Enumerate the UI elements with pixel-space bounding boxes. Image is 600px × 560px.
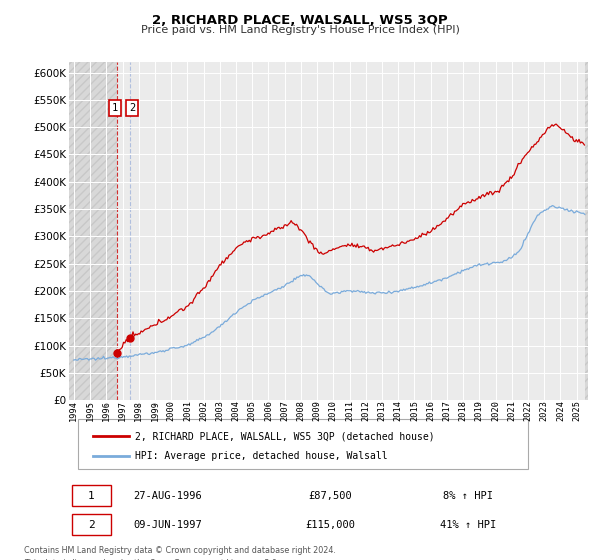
Text: 1999: 1999 — [151, 400, 160, 421]
Text: 2006: 2006 — [264, 400, 273, 421]
Text: Price paid vs. HM Land Registry's House Price Index (HPI): Price paid vs. HM Land Registry's House … — [140, 25, 460, 35]
Text: 2019: 2019 — [475, 400, 484, 421]
FancyBboxPatch shape — [72, 486, 111, 506]
Text: 1995: 1995 — [86, 400, 95, 421]
Text: 2003: 2003 — [215, 400, 224, 421]
Text: 09-JUN-1997: 09-JUN-1997 — [134, 520, 202, 530]
Text: 1: 1 — [112, 103, 118, 113]
Text: 2, RICHARD PLACE, WALSALL, WS5 3QP (detached house): 2, RICHARD PLACE, WALSALL, WS5 3QP (deta… — [135, 431, 434, 441]
Text: 2020: 2020 — [491, 400, 500, 421]
Bar — [585, 62, 588, 400]
Text: 2: 2 — [129, 103, 135, 113]
Text: 2014: 2014 — [394, 400, 403, 421]
Bar — [585, 62, 588, 400]
FancyBboxPatch shape — [78, 419, 528, 469]
Text: 1996: 1996 — [102, 400, 111, 421]
Text: 8% ↑ HPI: 8% ↑ HPI — [443, 491, 493, 501]
FancyBboxPatch shape — [72, 514, 111, 535]
Text: 2009: 2009 — [313, 400, 322, 421]
Text: 2012: 2012 — [361, 400, 370, 421]
Text: 2, RICHARD PLACE, WALSALL, WS5 3QP: 2, RICHARD PLACE, WALSALL, WS5 3QP — [152, 14, 448, 27]
Text: 2008: 2008 — [296, 400, 305, 421]
Bar — [69, 62, 117, 400]
Text: 2000: 2000 — [167, 400, 176, 421]
Text: £87,500: £87,500 — [308, 491, 352, 501]
Text: 2007: 2007 — [280, 400, 289, 421]
Text: 2022: 2022 — [523, 400, 532, 421]
Text: 2004: 2004 — [232, 400, 241, 421]
Text: £115,000: £115,000 — [305, 520, 355, 530]
Text: 2015: 2015 — [410, 400, 419, 421]
Text: Contains HM Land Registry data © Crown copyright and database right 2024.: Contains HM Land Registry data © Crown c… — [24, 547, 336, 556]
Text: 1: 1 — [88, 491, 95, 501]
Bar — [69, 62, 117, 400]
Text: 2011: 2011 — [345, 400, 354, 421]
Text: 2018: 2018 — [458, 400, 467, 421]
Text: 2017: 2017 — [442, 400, 451, 421]
Text: 2024: 2024 — [556, 400, 565, 421]
Text: 2025: 2025 — [572, 400, 581, 421]
Text: 2016: 2016 — [426, 400, 435, 421]
Text: 2002: 2002 — [199, 400, 208, 421]
Text: 2023: 2023 — [540, 400, 549, 421]
Text: 2010: 2010 — [329, 400, 338, 421]
Text: HPI: Average price, detached house, Walsall: HPI: Average price, detached house, Wals… — [135, 451, 388, 461]
Text: 2: 2 — [88, 520, 95, 530]
Text: 2021: 2021 — [507, 400, 516, 421]
Text: 1997: 1997 — [118, 400, 127, 421]
Text: 41% ↑ HPI: 41% ↑ HPI — [440, 520, 496, 530]
Text: 2001: 2001 — [183, 400, 192, 421]
Text: 27-AUG-1996: 27-AUG-1996 — [134, 491, 202, 501]
Text: 1994: 1994 — [70, 400, 79, 421]
Text: 2005: 2005 — [248, 400, 257, 421]
Text: 1998: 1998 — [134, 400, 143, 421]
Text: 2013: 2013 — [377, 400, 386, 421]
Text: This data is licensed under the Open Government Licence v3.0.: This data is licensed under the Open Gov… — [24, 558, 280, 560]
